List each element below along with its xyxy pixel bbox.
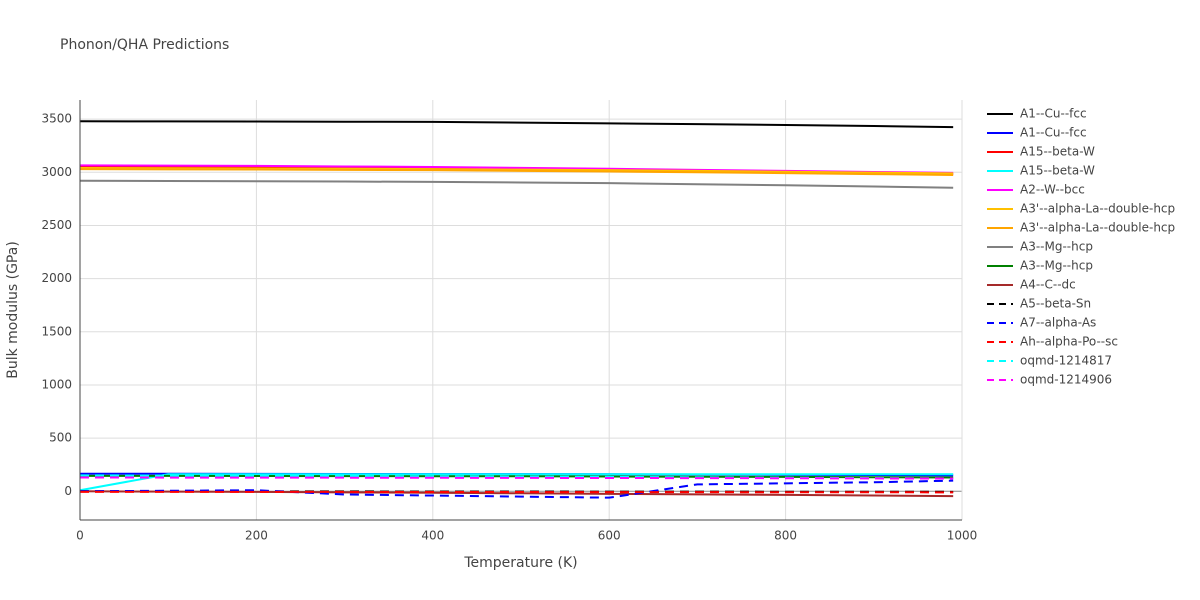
y-tick-label: 0	[64, 484, 72, 498]
series-line	[79, 120, 954, 129]
x-tick-label: 800	[774, 529, 797, 543]
legend-label: A3--Mg--hcp	[1020, 240, 1093, 254]
legend-label: A3--Mg--hcp	[1020, 259, 1093, 273]
x-tick-label: 600	[598, 529, 621, 543]
x-tick-label: 400	[421, 529, 444, 543]
grid	[79, 100, 963, 520]
y-tick-label: 500	[49, 431, 72, 445]
series-line	[79, 474, 954, 480]
y-tick-label: 2000	[41, 271, 72, 285]
series-line	[79, 168, 954, 176]
legend-label: oqmd-1214906	[1020, 373, 1112, 387]
series-line	[79, 490, 954, 498]
y-tick-label: 1500	[41, 324, 72, 338]
y-tick-label: 3000	[41, 165, 72, 179]
legend-label: A15--beta-W	[1020, 164, 1095, 178]
legend-label: A7--alpha-As	[1020, 316, 1096, 330]
chart-title: Phonon/QHA Predictions	[60, 37, 229, 53]
x-tick-label: 0	[76, 529, 84, 543]
plot-area	[79, 120, 954, 499]
y-tick-label: 1000	[41, 377, 72, 391]
legend-label: A15--beta-W	[1020, 145, 1095, 159]
legend-label: A3'--alpha-La--double-hcp	[1020, 221, 1175, 235]
legend-label: A3'--alpha-La--double-hcp	[1020, 202, 1175, 216]
legend-label: A1--Cu--fcc	[1020, 126, 1087, 140]
series-line	[79, 473, 954, 492]
legend-label: oqmd-1214817	[1020, 354, 1112, 368]
series-line	[79, 179, 954, 189]
y-tick-label: 3500	[41, 112, 72, 126]
series-line	[80, 490, 954, 494]
legend-label: A5--beta-Sn	[1020, 297, 1091, 311]
x-axis-title: Temperature (K)	[463, 555, 577, 571]
y-tick-label: 2500	[41, 218, 72, 232]
legend-label: A2--W--bcc	[1020, 183, 1085, 197]
legend-label: A4--C--dc	[1020, 278, 1076, 292]
x-tick-label: 1000	[947, 529, 978, 543]
series-line	[79, 479, 954, 499]
legend-label: Ah--alpha-Po--sc	[1020, 335, 1118, 349]
y-axis-title: Bulk modulus (GPa)	[5, 241, 21, 379]
series-line	[79, 167, 954, 175]
x-tick-label: 200	[245, 529, 268, 543]
series-line	[79, 476, 954, 480]
legend-label: A1--Cu--fcc	[1020, 107, 1087, 121]
